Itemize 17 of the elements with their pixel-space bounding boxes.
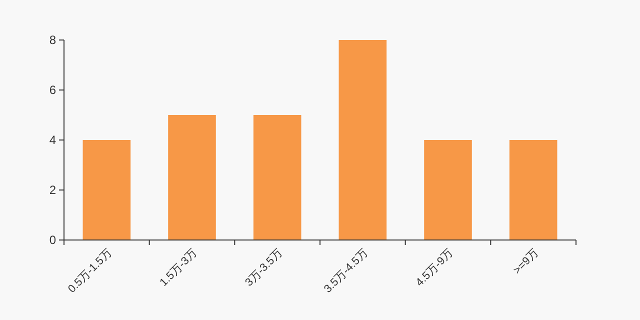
y-tick-label: 2 bbox=[49, 183, 56, 197]
bar bbox=[424, 140, 472, 240]
y-tick-label: 4 bbox=[49, 133, 56, 147]
x-tick-label: >=9万 bbox=[511, 247, 541, 277]
y-tick-label: 6 bbox=[49, 83, 56, 97]
x-tick-label: 4.5万-9万 bbox=[414, 247, 456, 289]
bar bbox=[82, 140, 131, 240]
y-tick-label: 0 bbox=[49, 233, 56, 247]
x-tick-label: 1.5万-3万 bbox=[158, 247, 200, 289]
x-tick-label: 3万-3.5万 bbox=[243, 247, 285, 289]
bar bbox=[168, 115, 216, 240]
y-tick-label: 8 bbox=[49, 33, 56, 47]
bar bbox=[253, 115, 302, 240]
x-tick-label: 0.5万-1.5万 bbox=[66, 247, 114, 296]
bar bbox=[509, 140, 558, 240]
bar bbox=[338, 40, 387, 240]
x-tick-label: 3.5万-4.5万 bbox=[322, 247, 370, 296]
